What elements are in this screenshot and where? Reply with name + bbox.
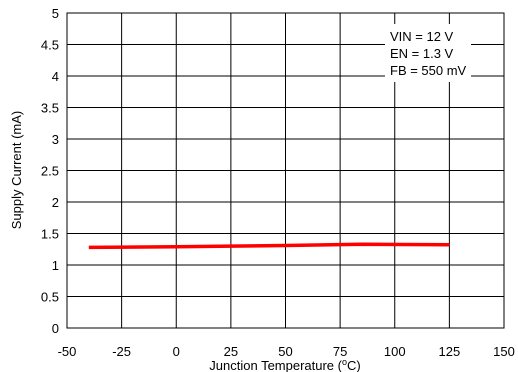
y-tick-label: 5 [52,6,59,21]
x-tick-label: 150 [493,344,515,359]
x-tick-label: -25 [112,344,131,359]
x-tick-label: 0 [173,344,180,359]
y-tick-label: 1.5 [41,227,59,242]
y-tick-label: 0 [52,321,59,336]
x-axis-title-suffix: C) [347,358,361,372]
y-axis-title: Supply Current (mA) [9,111,24,229]
annotation-background [385,24,471,82]
y-tick-label: 2 [52,195,59,210]
x-tick-label: 25 [224,344,238,359]
annotation-en: EN = 1.3 V [390,46,454,61]
x-tick-label: 75 [333,344,347,359]
x-tick-label: 125 [439,344,461,359]
conditions-annotation: VIN = 12 V EN = 1.3 V FB = 550 mV [385,24,471,82]
plot-frame [66,12,505,329]
x-tick-label: 50 [278,344,292,359]
x-axis-title-main: Junction Temperature ( [209,358,342,372]
supply-current-line [88,242,450,250]
y-tick-label: 3 [52,132,59,147]
series-layer [88,242,450,250]
y-tick-label: 1 [52,258,59,273]
annotation-fb: FB = 550 mV [390,63,467,78]
x-axis-title: Junction Temperature (oC) [209,357,360,372]
x-tick-label: -50 [58,344,77,359]
x-axis-tick-labels: -50 -25 0 25 50 75 100 125 150 [58,344,515,359]
y-tick-label: 2.5 [41,164,59,179]
grid-lines [67,13,504,328]
x-tick-label: 100 [384,344,406,359]
y-tick-label: 4 [52,69,59,84]
y-axis-tick-labels: 0 0.5 1 1.5 2 2.5 3 3.5 4 4.5 5 [41,6,59,336]
x-axis-title-degree: o [342,357,347,367]
annotation-vin: VIN = 12 V [390,29,454,44]
y-tick-label: 3.5 [41,101,59,116]
y-tick-label: 0.5 [41,290,59,305]
y-tick-label: 4.5 [41,38,59,53]
